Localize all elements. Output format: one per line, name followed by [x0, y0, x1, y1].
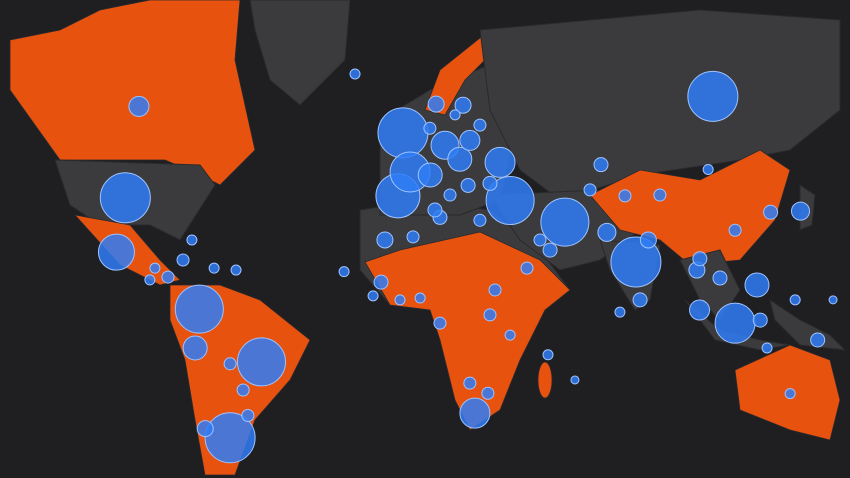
bubble: [763, 204, 779, 220]
bubble: [223, 357, 237, 371]
bubble: [481, 386, 495, 400]
bubble: [540, 197, 590, 247]
bubble: [597, 222, 617, 242]
bubble: [463, 376, 477, 390]
bubble: [583, 183, 597, 197]
bubble: [230, 264, 242, 276]
bubble: [702, 163, 714, 175]
bubble: [406, 230, 420, 244]
bubble: [204, 412, 256, 464]
bubble: [186, 234, 198, 246]
bubble: [208, 262, 220, 274]
bubble: [144, 274, 156, 286]
bubble: [236, 383, 250, 397]
bubble: [376, 231, 394, 249]
bubble: [488, 283, 502, 297]
bubble: [828, 295, 838, 305]
bubble: [174, 284, 224, 334]
bubble: [367, 290, 379, 302]
africa: [364, 231, 571, 431]
bubble: [542, 242, 558, 258]
bubble: [449, 109, 461, 121]
bubble: [752, 312, 768, 328]
bubble: [533, 233, 547, 247]
bubble: [473, 213, 487, 227]
bubble: [689, 299, 711, 321]
bubble: [460, 177, 476, 193]
bubble: [423, 121, 437, 135]
bubble: [483, 308, 497, 322]
bubble: [128, 95, 150, 117]
bubble: [570, 375, 580, 385]
bubble: [433, 316, 447, 330]
bubble: [473, 118, 487, 132]
madagascar: [537, 361, 553, 399]
bubble: [485, 176, 535, 226]
bubble: [712, 270, 728, 286]
bubble: [542, 349, 554, 361]
bubble: [241, 409, 255, 423]
bubble: [149, 262, 161, 274]
bubble: [443, 188, 457, 202]
bubble: [454, 96, 472, 114]
bubble: [714, 302, 756, 344]
bubble: [338, 266, 350, 278]
bubble: [176, 253, 190, 267]
bubble: [639, 231, 657, 249]
bubble: [504, 329, 516, 341]
bubble: [520, 261, 534, 275]
bubble: [687, 70, 739, 122]
bubble: [97, 233, 135, 271]
bubble: [99, 172, 151, 224]
bubble: [484, 146, 516, 178]
bubble: [182, 335, 208, 361]
bubble: [377, 107, 429, 159]
bubble: [593, 157, 609, 173]
bubble: [427, 95, 445, 113]
greenland: [249, 0, 351, 106]
bubbles: [97, 68, 838, 464]
bubble: [459, 397, 491, 429]
bubble: [427, 202, 443, 218]
bubble: [614, 306, 626, 318]
bubble: [161, 270, 175, 284]
bubble: [447, 146, 473, 172]
bubble: [459, 129, 481, 151]
bubble: [610, 236, 662, 288]
bubble: [784, 388, 796, 400]
bubble: [618, 189, 632, 203]
bubble: [653, 188, 667, 202]
bubble: [810, 332, 826, 348]
bubble: [236, 337, 286, 387]
bubble: [394, 294, 406, 306]
bubble: [789, 294, 801, 306]
bubble: [632, 292, 648, 308]
bubble: [373, 274, 389, 290]
bubble: [790, 201, 810, 221]
bubble: [196, 420, 214, 438]
bubble: [761, 342, 773, 354]
bubble: [728, 223, 742, 237]
bubble: [349, 68, 361, 80]
bubble: [482, 175, 498, 191]
bubble: [414, 292, 426, 304]
bubble: [744, 272, 770, 298]
bubble: [692, 251, 708, 267]
bubble: [417, 162, 443, 188]
